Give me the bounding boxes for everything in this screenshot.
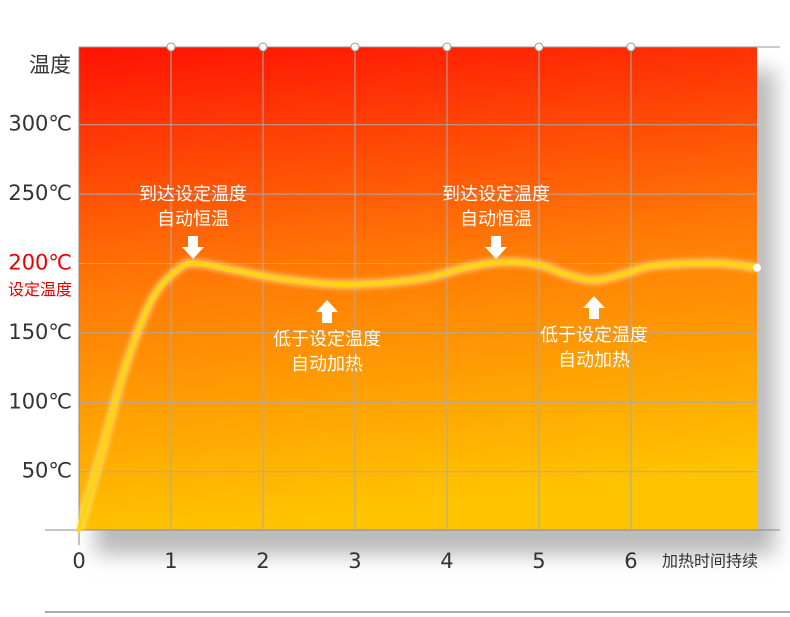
- top-dot: [258, 42, 268, 52]
- annotation: 到达设定温度: [139, 184, 247, 205]
- annotation: 自动恒温: [157, 209, 229, 230]
- y-tick-label: 250℃: [8, 181, 72, 205]
- x-tick-label: 0: [72, 549, 85, 573]
- y-tick-label: 150℃: [8, 320, 72, 344]
- top-dot: [442, 42, 452, 52]
- x-axis-title: 加热时间持续: [662, 552, 758, 571]
- line: [76, 259, 760, 533]
- setpoint-label: 设定温度: [8, 280, 72, 299]
- arrow: [316, 300, 338, 323]
- x-tick-label: 2: [256, 549, 269, 573]
- y-tick-label: 300℃: [8, 112, 72, 136]
- x-tick-label: 3: [348, 549, 361, 573]
- arrow: [583, 296, 605, 319]
- top-dot: [166, 42, 176, 52]
- x-tick-label: 1: [164, 549, 177, 573]
- x-tick-label: 6: [624, 549, 637, 573]
- y-tick-label: 200℃: [8, 251, 72, 275]
- top-dot: [350, 42, 360, 52]
- y-tick-label: 50℃: [22, 459, 72, 483]
- y-axis-title: 温度: [29, 53, 71, 77]
- arrow: [485, 236, 507, 259]
- annotation: 自动加热: [558, 350, 630, 371]
- annotation: 低于设定温度: [273, 329, 381, 350]
- annotation: 到达设定温度: [442, 184, 550, 205]
- top-dot: [534, 42, 544, 52]
- plot-area: [79, 47, 757, 530]
- annotation: 自动恒温: [460, 209, 532, 230]
- annotation: 自动加热: [291, 354, 363, 375]
- annotation: 低于设定温度: [540, 325, 648, 346]
- arrow: [182, 236, 204, 259]
- y-tick-label: 100℃: [8, 389, 72, 413]
- top-dot: [626, 42, 636, 52]
- end-dot: [753, 263, 761, 272]
- x-tick-label: 4: [440, 549, 453, 573]
- x-tick-label: 5: [532, 549, 545, 573]
